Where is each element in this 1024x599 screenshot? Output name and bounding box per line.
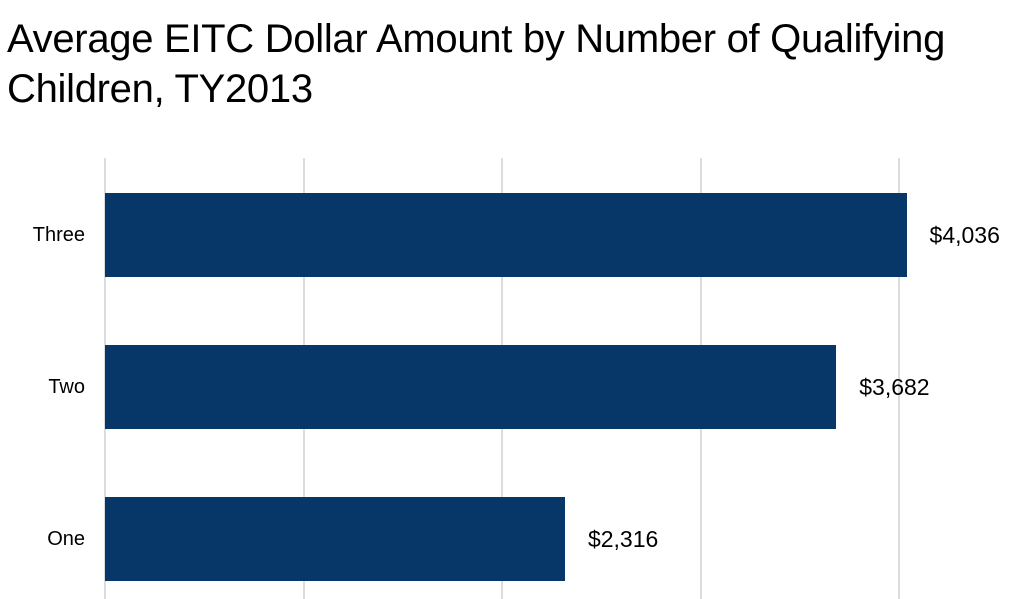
data-label: $2,316 xyxy=(587,526,659,552)
category-label: One xyxy=(47,528,85,550)
category-label: Two xyxy=(48,376,85,398)
bar-one xyxy=(105,497,565,581)
bar-two xyxy=(105,345,837,429)
data-label: $3,682 xyxy=(859,374,930,400)
chart-title: Average EITC Dollar Amount by Number of … xyxy=(7,17,946,111)
data-label: $4,036 xyxy=(929,222,1000,248)
category-label: Three xyxy=(32,224,85,246)
gridline xyxy=(898,158,901,599)
bar-three xyxy=(105,193,907,277)
